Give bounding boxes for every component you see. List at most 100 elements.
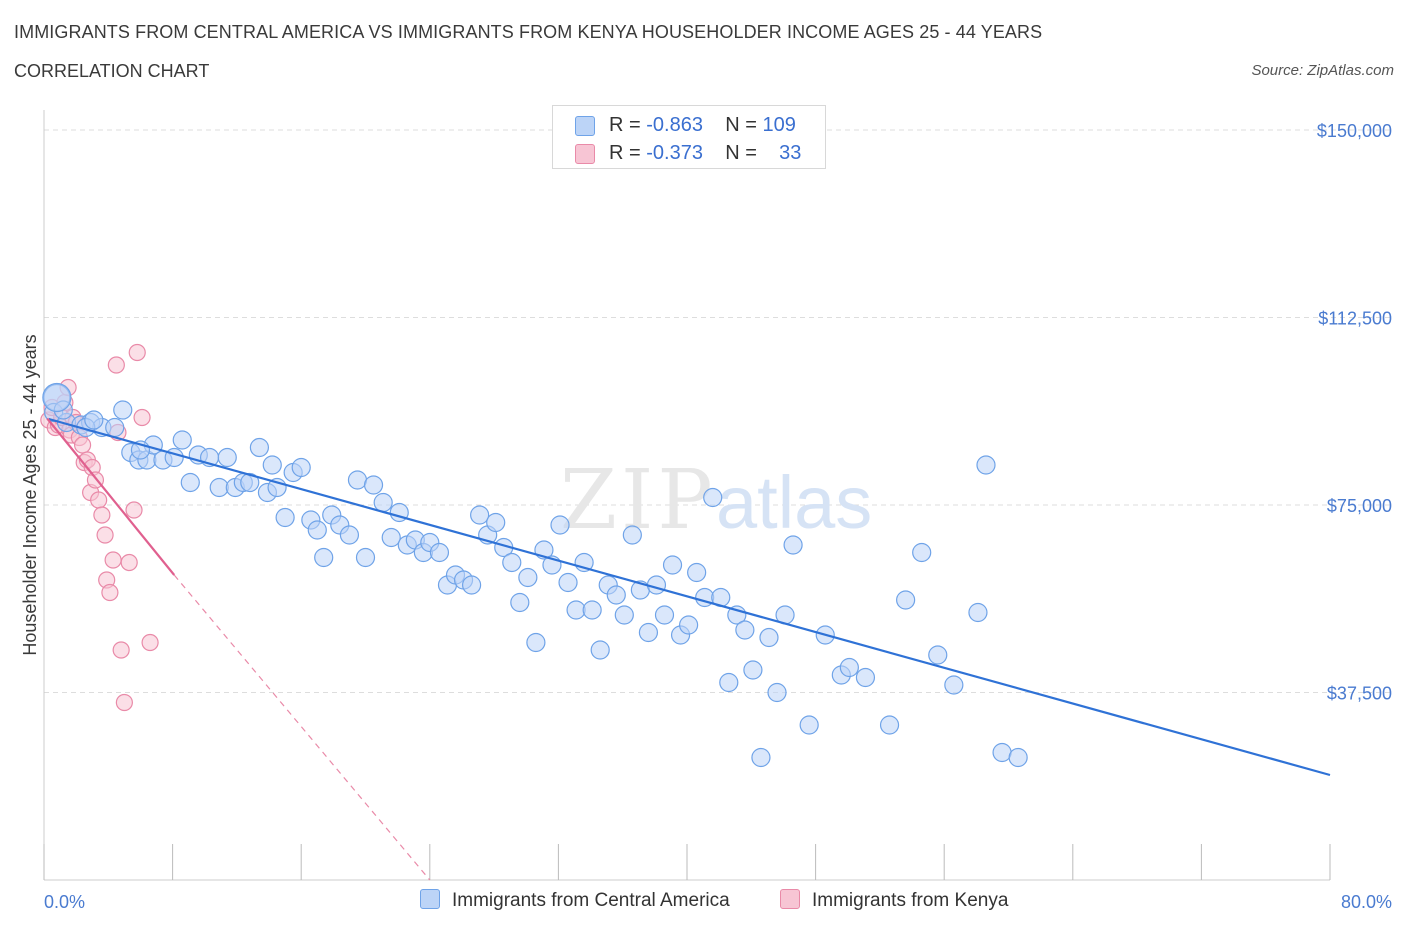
central-america-point xyxy=(662,555,683,575)
central-america-point xyxy=(339,525,360,545)
kenya-point xyxy=(125,501,143,519)
central-america-point xyxy=(654,605,675,625)
kenya-trend-extension xyxy=(173,574,431,881)
central-america-point xyxy=(381,527,401,548)
central-america-point xyxy=(209,477,229,498)
legend-label: Immigrants from Kenya xyxy=(812,890,1009,911)
central-america-point xyxy=(767,682,787,703)
y-tick-label: $112,500 xyxy=(1318,309,1392,329)
central-america-point xyxy=(944,675,964,695)
correlation-legend: R = -0.863 N = 109 R = -0.373 N = 33 xyxy=(552,105,826,169)
central-america-point xyxy=(518,567,538,588)
central-america-point xyxy=(558,572,578,593)
central-america-point xyxy=(743,660,763,680)
kenya-point xyxy=(96,526,114,544)
legend-item-central-america: Immigrants from Central America xyxy=(420,889,730,915)
chart-title: IMMIGRANTS FROM CENTRAL AMERICA VS IMMIG… xyxy=(14,22,1043,42)
legend-swatch-pink xyxy=(575,144,595,164)
central-america-point xyxy=(510,592,530,613)
central-america-point xyxy=(759,627,779,648)
central-america-point xyxy=(1008,747,1028,768)
central-america-point xyxy=(105,417,125,438)
central-america-trend-line xyxy=(48,417,1331,777)
central-america-point xyxy=(614,605,634,625)
central-america-point xyxy=(992,742,1012,763)
legend-swatch-blue xyxy=(575,116,595,136)
central-america-point xyxy=(879,715,900,735)
central-america-point xyxy=(502,552,522,573)
central-america-point xyxy=(262,455,282,475)
central-america-point xyxy=(550,515,570,535)
trend-lines xyxy=(46,417,1331,881)
central-america-point xyxy=(307,520,327,540)
kenya-trend-line xyxy=(46,417,176,576)
central-america-point xyxy=(582,600,602,620)
central-america-point xyxy=(976,455,996,475)
y-axis-label: Householder Income Ages 25 - 44 years xyxy=(20,334,40,655)
y-tick-label: $150,000 xyxy=(1317,121,1392,141)
watermark-atlas: atlas xyxy=(716,461,872,544)
kenya-point xyxy=(93,506,111,524)
legend-text: R = -0.373 N = 33 xyxy=(609,142,802,164)
central-america-point xyxy=(928,645,948,665)
kenya-point xyxy=(73,436,92,454)
kenya-point xyxy=(115,693,133,712)
axes xyxy=(43,110,1331,881)
central-america-point xyxy=(84,410,104,430)
kenya-point xyxy=(133,408,151,427)
x-tick-labels: 0.0% 80.0% xyxy=(44,892,1392,912)
central-america-point xyxy=(429,542,450,563)
kenya-point xyxy=(104,551,122,569)
central-america-point xyxy=(461,575,482,595)
chart-subtitle: CORRELATION CHART xyxy=(14,61,210,81)
central-america-point xyxy=(240,472,260,493)
central-america-point xyxy=(606,585,626,605)
central-america-point xyxy=(373,492,393,513)
central-america-point xyxy=(590,640,610,660)
central-america-point xyxy=(347,470,368,490)
central-america-point xyxy=(470,505,490,525)
central-america-point xyxy=(751,747,771,768)
central-america-point xyxy=(703,487,723,508)
central-america-point xyxy=(855,667,876,688)
source-label: Source: ZipAtlas.com xyxy=(1251,62,1394,79)
central-america-point xyxy=(799,715,819,735)
central-america-point-large xyxy=(42,382,72,413)
legend-text: R = -0.863 N = 109 xyxy=(609,114,796,136)
legend-swatch-blue xyxy=(420,889,440,909)
kenya-point xyxy=(107,356,125,374)
kenya-point xyxy=(120,553,138,572)
central-america-point xyxy=(363,475,384,495)
central-america-point xyxy=(896,590,916,610)
central-america-point xyxy=(526,632,546,653)
legend-swatch-pink xyxy=(780,889,800,909)
kenya-point xyxy=(141,633,159,652)
legend-label: Immigrants from Central America xyxy=(452,890,730,911)
central-america-point xyxy=(622,525,642,545)
central-america-point xyxy=(566,600,586,620)
central-america-point xyxy=(314,547,334,568)
central-america-point xyxy=(172,430,192,450)
kenya-point xyxy=(112,641,130,659)
x-tick-label: 80.0% xyxy=(1341,892,1392,912)
central-america-point xyxy=(735,620,755,640)
central-america-point xyxy=(839,657,859,678)
central-america-point xyxy=(291,457,311,478)
central-america-point xyxy=(719,672,739,693)
central-america-point xyxy=(968,602,988,623)
kenya-point xyxy=(128,343,146,362)
central-america-point xyxy=(217,447,237,468)
central-america-point xyxy=(355,547,376,568)
kenya-point xyxy=(90,491,108,509)
y-tick-label: $75,000 xyxy=(1327,496,1392,516)
y-tick-labels: $37,500 $75,000 $112,500 $150,000 xyxy=(1317,121,1392,704)
central-america-point xyxy=(249,437,270,458)
x-tick-label: 0.0% xyxy=(44,892,85,912)
y-tick-label: $37,500 xyxy=(1327,684,1392,704)
central-america-point xyxy=(180,472,200,493)
central-america-point xyxy=(113,400,133,420)
central-america-point xyxy=(687,562,707,583)
legend-item-kenya: Immigrants from Kenya xyxy=(780,889,1008,915)
central-america-point xyxy=(275,507,295,528)
